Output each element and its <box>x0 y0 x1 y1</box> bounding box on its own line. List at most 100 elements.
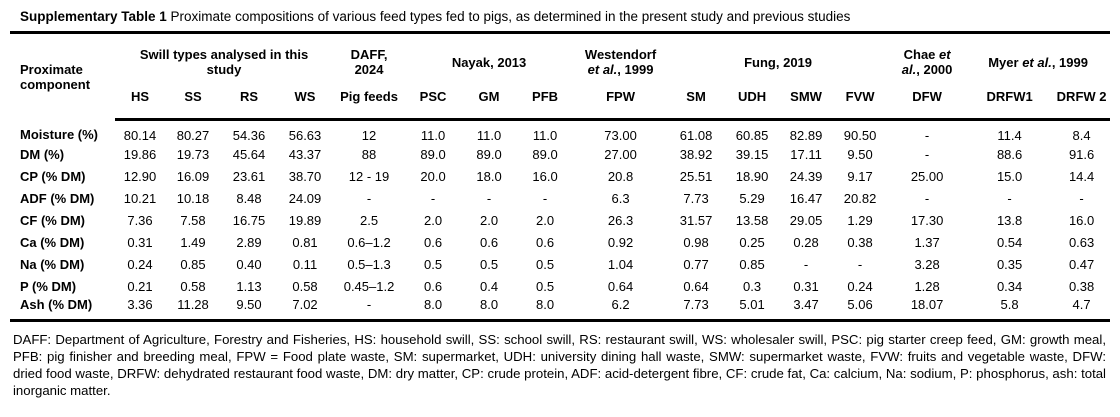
cell: 38.70 <box>288 168 322 184</box>
cell: 0.77 <box>683 256 709 272</box>
cell: 3.47 <box>793 297 819 312</box>
column-header-ws: WS <box>277 82 334 121</box>
cell: 88 <box>361 146 377 162</box>
cell: 0.25 <box>739 234 765 250</box>
column-header-sm: SM <box>668 82 725 121</box>
row-header-label: Proximate component <box>20 61 91 92</box>
cell: 0.24 <box>127 256 153 272</box>
cell: 8.0 <box>536 297 555 312</box>
cell: 0.40 <box>236 256 262 272</box>
cell: 0.6 <box>536 234 555 250</box>
cell: 26.3 <box>607 212 634 228</box>
cell: 20.82 <box>843 190 877 206</box>
cell: 54.36 <box>232 128 266 143</box>
cell: 2.5 <box>359 212 379 228</box>
cell: 1.49 <box>180 234 206 250</box>
cell: 16.0 <box>1068 212 1095 228</box>
row-label: Na (% DM) <box>20 256 85 272</box>
column-header-fvw: FVW <box>832 82 889 121</box>
row-label: CF (% DM) <box>20 212 85 228</box>
cell: 11.4 <box>997 128 1022 143</box>
cell: 23.61 <box>232 168 266 184</box>
cell: 89.0 <box>476 146 502 162</box>
cell: 9.50 <box>236 297 262 312</box>
cell: 0.58 <box>292 278 318 294</box>
cell: 0.6 <box>423 278 443 294</box>
column-header-dfw: DFW <box>888 82 967 121</box>
column-header-hs: HS <box>115 82 165 121</box>
cell: - <box>366 190 372 206</box>
table-row: CP (% DM) 12.90 16.09 23.61 38.70 12 - 19 20.0… <box>10 165 1110 187</box>
cell: 0.81 <box>292 234 318 250</box>
cell: 0.5 <box>423 256 443 272</box>
cell: 16.0 <box>532 168 558 184</box>
cell: 90.50 <box>843 128 877 143</box>
group-header-3: Westendorf et al., 1999 <box>584 47 657 77</box>
column-header-rs: RS <box>221 82 277 121</box>
cell: 45.64 <box>232 146 266 162</box>
cell: 91.6 <box>1068 146 1095 162</box>
cell: 56.63 <box>288 128 322 143</box>
cell: 0.58 <box>180 278 206 294</box>
cell: 9.50 <box>847 146 873 162</box>
column-header-drfw-2: DRFW 2 <box>1053 82 1111 121</box>
cell: 0.31 <box>793 278 819 294</box>
cell: 0.6–1.2 <box>347 234 391 250</box>
column-header-gm: GM <box>461 82 518 121</box>
cell: 0.35 <box>996 256 1023 272</box>
cell: 24.39 <box>789 168 823 184</box>
cell: - <box>366 297 372 312</box>
cell: 6.2 <box>611 297 630 312</box>
column-header-ss: SS <box>165 82 221 121</box>
row-label: CP (% DM) <box>20 168 86 184</box>
cell: 11.0 <box>532 128 558 143</box>
cell: 17.11 <box>790 146 822 162</box>
cell: 60.85 <box>735 128 769 143</box>
row-label: ADF (% DM) <box>20 190 95 206</box>
cell: - <box>430 190 436 206</box>
group-header-6: Myer et al., 1999 <box>988 54 1088 70</box>
cell: 89.0 <box>420 146 446 162</box>
cell: 17.30 <box>910 212 944 228</box>
table-title-number: Supplementary Table 1 <box>20 9 167 24</box>
cell: 25.00 <box>910 168 944 184</box>
cell: 0.4 <box>479 278 499 294</box>
cell: 89.0 <box>532 146 558 162</box>
cell: 3.36 <box>127 297 153 312</box>
table-title: Supplementary Table 1 Proximate composit… <box>20 9 1100 25</box>
cell: - <box>924 190 930 206</box>
cell: 7.02 <box>292 297 318 312</box>
cell: 43.37 <box>288 146 322 162</box>
cell: 13.58 <box>735 212 769 228</box>
cell: 0.85 <box>739 256 765 272</box>
cell: 18.07 <box>910 297 944 312</box>
cell: 0.85 <box>180 256 206 272</box>
cell: - <box>857 256 863 272</box>
cell: 8.48 <box>236 190 262 206</box>
table-body: Moisture (%) 80.14 80.27 54.36 56.63 12 11.0 11… <box>10 120 1110 321</box>
table-title-caption: Proximate compositions of various feed t… <box>166 9 851 24</box>
group-header-2: Nayak, 2013 <box>451 54 527 70</box>
cell: 19.73 <box>176 146 210 162</box>
cell: 2.0 <box>423 212 443 228</box>
cell: 7.58 <box>180 212 206 228</box>
cell: 8.0 <box>423 297 443 312</box>
group-header-0: Swill types analysed in this study <box>139 47 309 77</box>
cell: 0.64 <box>607 278 634 294</box>
cell: 1.13 <box>236 278 262 294</box>
column-header-smw: SMW <box>780 82 833 121</box>
cell: 5.06 <box>847 297 873 312</box>
cell: 0.38 <box>1068 278 1095 294</box>
cell: 80.14 <box>123 128 157 143</box>
cell: 1.28 <box>914 278 940 294</box>
cell: 0.92 <box>607 234 634 250</box>
cell: 0.38 <box>847 234 873 250</box>
cell: 9.17 <box>847 168 873 184</box>
cell: 11.0 <box>420 128 446 143</box>
cell: 0.64 <box>683 278 709 294</box>
table-header: Proximate component Swill types analysed … <box>10 33 1111 121</box>
cell: 13.8 <box>996 212 1023 228</box>
cell: - <box>486 190 492 206</box>
cell: 4.7 <box>1072 297 1091 312</box>
cell: 10.18 <box>176 190 210 206</box>
